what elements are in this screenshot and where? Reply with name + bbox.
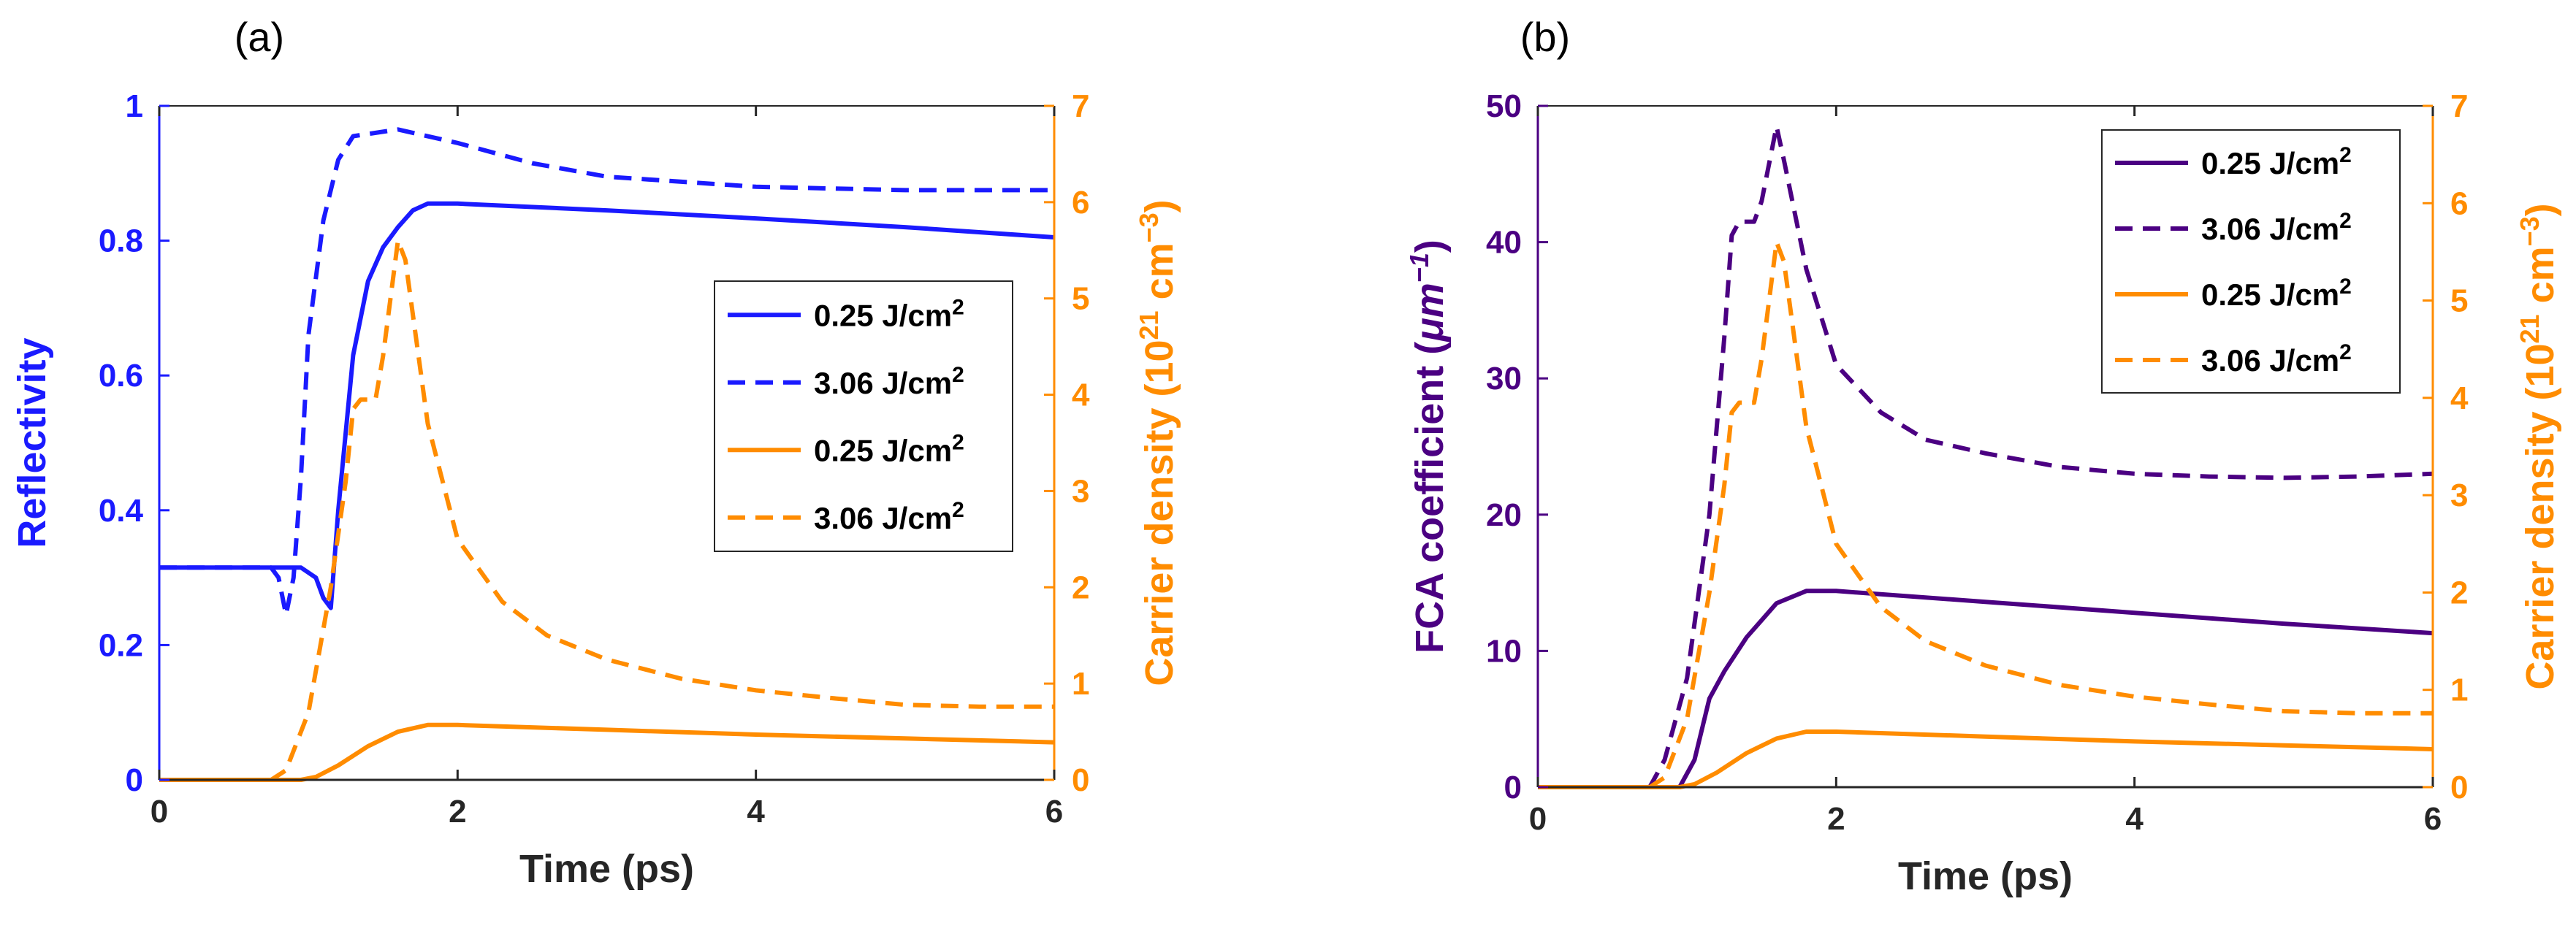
right-y-tick-label: 2 bbox=[1072, 570, 1089, 605]
panel-b-chart: (b) 0 2 4 6 Time (ps) 0 10 20 30 40 50 0 1 2 3 4 5 6 7 FCA c… bbox=[1404, 14, 2563, 898]
right-y-tick-label: 7 bbox=[2450, 88, 2468, 124]
right-y-tick-label: 2 bbox=[2450, 575, 2468, 610]
right-y-tick-label: 4 bbox=[1072, 378, 1090, 413]
legend-label-2: 3.06 J/cm2 bbox=[2201, 209, 2352, 247]
series-line-2 bbox=[1538, 124, 2434, 789]
left-y-tick-label: 40 bbox=[1486, 225, 1522, 261]
panel-label: (a) bbox=[235, 14, 284, 60]
x-tick-label: 0 bbox=[150, 794, 168, 830]
right-y-tick-label: 5 bbox=[2450, 283, 2468, 319]
legend: 0.25 J/cm2 3.06 J/cm2 0.25 J/cm2 3.06 J/cm2 bbox=[2101, 129, 2401, 394]
x-axis-label: Time (ps) bbox=[1898, 854, 2073, 898]
right-y-tick-label: 4 bbox=[2450, 380, 2469, 416]
series-line-2 bbox=[159, 127, 1054, 617]
left-y-tick-label: 30 bbox=[1486, 361, 1522, 397]
legend-box bbox=[714, 280, 1013, 552]
right-y-tick-label: 5 bbox=[1072, 281, 1089, 317]
left-y-tick-label: 1 bbox=[126, 88, 143, 124]
legend: 0.25 J/cm2 3.06 J/cm2 0.25 J/cm2 3.06 J/cm2 bbox=[714, 280, 1013, 552]
right-y-tick-label: 1 bbox=[1072, 666, 1089, 702]
series-line-3 bbox=[159, 722, 1055, 782]
right-y-tick-label: 1 bbox=[2450, 673, 2468, 708]
legend-label-1: 0.25 J/cm2 bbox=[2201, 143, 2352, 181]
left-y-axis-label: FCA coefficient (μm−1) bbox=[1404, 240, 1452, 654]
legend-label-2: 3.06 J/cm2 bbox=[814, 362, 964, 400]
left-y-tick-label: 0 bbox=[126, 762, 143, 798]
series-line-4 bbox=[159, 238, 1054, 782]
x-tick-label: 2 bbox=[1827, 801, 1845, 837]
x-tick-label: 2 bbox=[449, 794, 466, 830]
right-y-axis-label: Carrier density (1021 cm−3) bbox=[2515, 203, 2563, 689]
series-line-1 bbox=[1538, 589, 2434, 789]
panel-a-chart: (a) 0 2 4 6 Time (ps) 0 0.2 0.4 0.6 0.8 1 0 1 2 3 4 5 6 7 Re… bbox=[10, 14, 1181, 891]
x-tick-label: 4 bbox=[747, 794, 765, 830]
x-axis-label: Time (ps) bbox=[519, 847, 694, 891]
series-line-1 bbox=[159, 201, 1055, 610]
right-y-tick-label: 6 bbox=[1072, 185, 1089, 221]
left-y-tick-label: 0 bbox=[1504, 770, 1522, 805]
left-y-axis-label: Reflectivity bbox=[10, 337, 54, 548]
left-y-tick-label: 0.8 bbox=[99, 223, 143, 259]
legend-label-4: 3.06 J/cm2 bbox=[814, 497, 964, 535]
legend-label-3: 0.25 J/cm2 bbox=[2201, 275, 2352, 313]
right-y-tick-label: 6 bbox=[2450, 185, 2468, 221]
legend-label-4: 3.06 J/cm2 bbox=[2201, 340, 2352, 378]
left-y-tick-label: 0.2 bbox=[99, 627, 143, 663]
x-tick-label: 6 bbox=[2424, 801, 2442, 837]
left-y-tick-label: 0.4 bbox=[99, 493, 144, 529]
legend-label-1: 0.25 J/cm2 bbox=[814, 295, 964, 333]
right-y-axis-label: Carrier density (1021 cm−3) bbox=[1134, 199, 1182, 686]
panel-label: (b) bbox=[1520, 14, 1570, 60]
right-y-tick-label: 3 bbox=[2450, 478, 2468, 513]
series-line-3 bbox=[1538, 729, 2434, 789]
legend-box bbox=[2101, 129, 2401, 394]
x-tick-label: 6 bbox=[1045, 794, 1063, 830]
left-y-tick-label: 50 bbox=[1486, 88, 1522, 124]
series-line-4 bbox=[1538, 240, 2433, 789]
right-y-tick-label: 3 bbox=[1072, 473, 1089, 509]
right-y-tick-label: 0 bbox=[1072, 762, 1089, 798]
x-tick-label: 4 bbox=[2125, 801, 2144, 837]
left-y-tick-label: 0.6 bbox=[99, 358, 143, 394]
x-tick-label: 0 bbox=[1529, 801, 1547, 837]
left-y-tick-label: 10 bbox=[1486, 633, 1522, 669]
right-y-tick-label: 7 bbox=[1072, 88, 1089, 124]
left-y-tick-label: 20 bbox=[1486, 497, 1522, 533]
right-y-tick-label: 0 bbox=[2450, 770, 2468, 805]
legend-label-3: 0.25 J/cm2 bbox=[814, 430, 964, 468]
